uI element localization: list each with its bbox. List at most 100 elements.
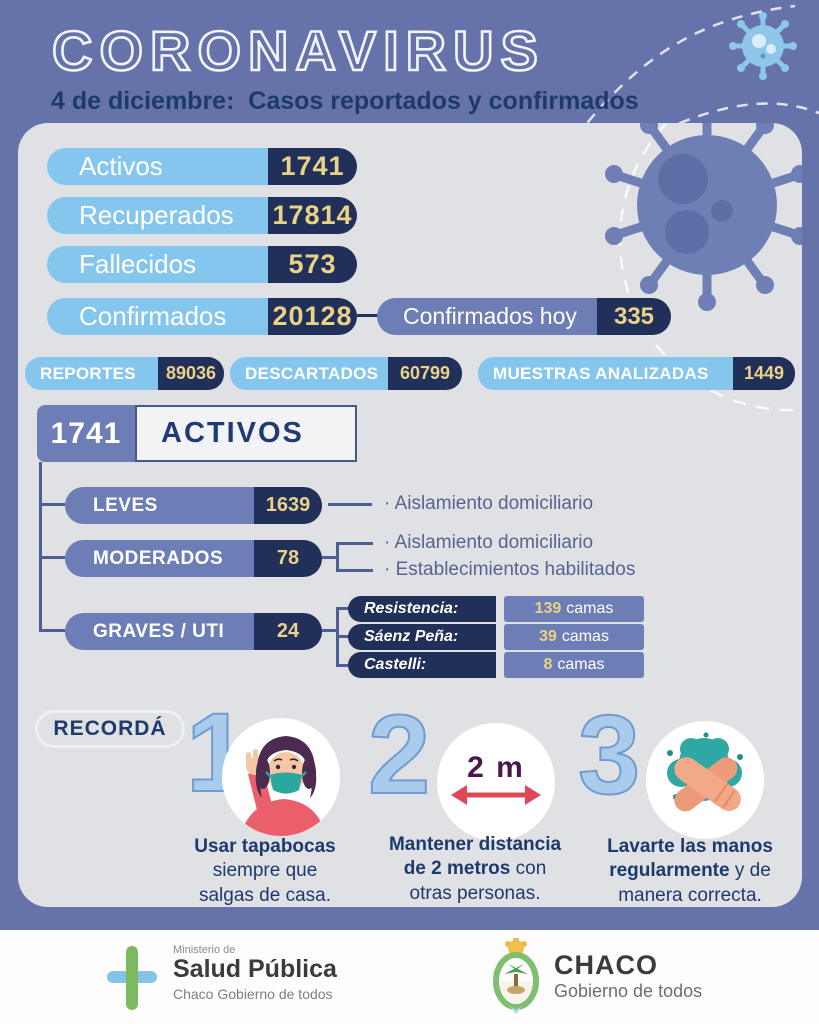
page-subtitle: 4 de diciembre: Casos reportados y confi… [51, 87, 639, 115]
actives-header: 1741 ACTIVOS [37, 405, 357, 462]
tip-bold: Lavarte las manos [607, 836, 773, 857]
report-label: MUESTRAS ANALIZADAS [478, 357, 733, 390]
bed-unit: camas [561, 628, 609, 645]
recorda-badge: RECORDÁ [35, 710, 185, 748]
stat-row-recuperados: Recuperados 17814 [47, 197, 357, 234]
tree-line [39, 462, 42, 632]
bed-row-saenz-pena: Sáenz Peña: 39 camas [348, 624, 644, 650]
woman-mask-illustration [240, 736, 326, 836]
bracket-line [336, 542, 339, 572]
tip-rest: con [510, 858, 547, 880]
bed-value: 139 camas [504, 596, 644, 622]
big-virus-icon [605, 123, 802, 311]
bracket-line [322, 556, 336, 559]
level-label: LEVES [65, 487, 254, 524]
footer: Ministerio de Salud Pública Chaco Gobier… [0, 930, 819, 1024]
level-value: 78 [254, 540, 322, 577]
level-label: MODERADOS [65, 540, 254, 577]
level-row-moderados: MODERADOS 78 [65, 540, 322, 577]
bracket-line [336, 542, 373, 545]
level-value: 24 [254, 613, 322, 650]
bed-city: Castelli: [348, 652, 496, 678]
chaco-coat-of-arms-icon [493, 938, 539, 1014]
level-row-graves-uti: GRAVES / UTI 24 [65, 613, 322, 650]
actives-total: 1741 [37, 405, 135, 462]
report-value: 1449 [733, 357, 795, 390]
ministry-line2: Salud Pública [173, 955, 337, 983]
bed-unit: camas [566, 600, 614, 617]
tip-rest: salgas de casa. [198, 884, 332, 906]
level-value: 1639 [254, 487, 322, 524]
tip-text-2: Mantener distancia de 2 metros con otras… [365, 833, 585, 906]
bed-city: Resistencia: [348, 596, 496, 622]
stat-row-confirmados: Confirmados 20128 [47, 298, 357, 335]
distance-arrow [451, 785, 541, 805]
stat-value: 1741 [268, 148, 357, 185]
bed-row-castelli: Castelli: 8 camas [348, 652, 644, 678]
tip-bold: de 2 metros [403, 858, 511, 880]
health-cross-icon [107, 946, 157, 1010]
small-virus-icon [729, 12, 797, 80]
ministry-line1: Ministerio de [173, 944, 236, 956]
stat-value: 573 [268, 246, 357, 283]
stat-row-activos: Activos 1741 [47, 148, 357, 185]
dashed-arc [574, 4, 796, 139]
bracket-line [336, 569, 373, 572]
chaco-government-logo: CHACO Gobierno de todos [492, 938, 702, 1014]
tip-rest: y de [729, 860, 771, 882]
tip-bold: regularmente [609, 860, 730, 882]
tip-rest: otras personas. [409, 882, 541, 904]
stats-card: Activos 1741 Recuperados 17814 Fallecido… [18, 123, 802, 907]
washing-hands-illustration [667, 732, 743, 812]
note-text: · Aislamiento domiciliario [384, 532, 594, 553]
connector-line [357, 314, 379, 317]
note-text: · Establecimientos habilitados [384, 559, 636, 580]
ministry-text: Ministerio de Salud Pública Chaco Gobier… [173, 944, 337, 1014]
tree-line [39, 503, 65, 506]
gov-line2: Gobierno de todos [554, 981, 703, 1001]
tip-rest: siempre que [212, 860, 318, 882]
washing-hands-icon [646, 721, 764, 839]
card-decoration [605, 123, 802, 412]
ministry-logo: Ministerio de Salud Pública Chaco Gobier… [107, 944, 337, 1014]
bed-count: 8 [543, 656, 553, 673]
tree-line [39, 556, 65, 559]
tree-line [39, 629, 65, 632]
distance-2m-icon [437, 723, 555, 841]
distance-badge: 2 m [467, 751, 525, 784]
tip-bold: Usar tapabocas [194, 836, 336, 857]
stat-label: Fallecidos [47, 246, 268, 283]
gov-line1: CHACO [554, 950, 658, 980]
ministry-line3: Chaco Gobierno de todos [173, 985, 333, 1002]
report-pill-reportes: REPORTES 89036 [25, 357, 224, 390]
level-row-leves: LEVES 1639 [65, 487, 322, 524]
bed-unit: camas [557, 656, 605, 673]
tip-bold: Mantener distancia [388, 834, 562, 855]
tip-text-3: Lavarte las manos regularmente y de mane… [575, 835, 802, 907]
actives-title: ACTIVOS [135, 405, 357, 462]
note-connector [328, 503, 372, 506]
bed-count: 39 [539, 628, 557, 645]
bracket-line [336, 664, 350, 667]
tip-rest: manera correcta. [618, 884, 762, 906]
stat-label: Confirmados [47, 298, 268, 335]
tip-number-2: 2 [367, 692, 431, 817]
bed-row-resistencia: Resistencia: 139 camas [348, 596, 644, 622]
bed-count: 139 [534, 600, 562, 617]
woman-mask-icon [222, 718, 340, 836]
report-pill-descartados: DESCARTADOS 60799 [230, 357, 462, 390]
report-label: REPORTES [25, 357, 158, 390]
report-value: 60799 [388, 357, 462, 390]
report-label: DESCARTADOS [230, 357, 388, 390]
bracket-line [336, 635, 350, 638]
bracket-line [322, 629, 336, 632]
header-decoration [574, 4, 819, 140]
bed-value: 39 camas [504, 624, 644, 650]
tip-number-3: 3 [577, 692, 641, 817]
stat-label: Confirmados hoy [377, 298, 597, 335]
bracket-line [336, 607, 350, 610]
bed-city: Sáenz Peña: [348, 624, 496, 650]
level-label: GRAVES / UTI [65, 613, 254, 650]
gov-text: CHACO Gobierno de todos [554, 950, 702, 1002]
stat-label: Activos [47, 148, 268, 185]
